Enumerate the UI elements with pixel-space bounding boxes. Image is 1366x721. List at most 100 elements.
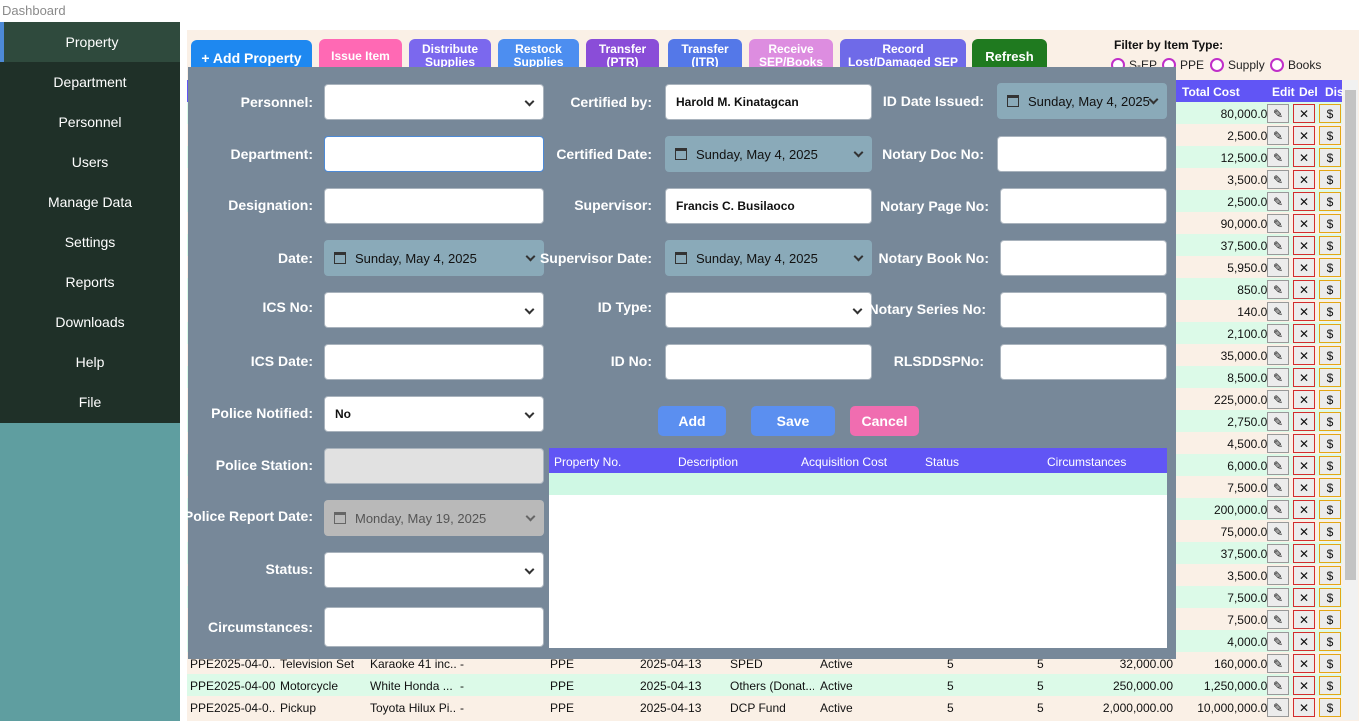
delete-button[interactable]: ✕ <box>1293 346 1315 365</box>
table-row[interactable]: PPE2025-04-00... Motorcycle White Honda ..… <box>187 674 1342 696</box>
delete-button[interactable]: ✕ <box>1293 676 1315 695</box>
delete-button[interactable]: ✕ <box>1293 434 1315 453</box>
table-row[interactable]: 4,500.00 ✎ ✕ $ <box>187 432 1342 454</box>
id-no-field[interactable] <box>665 344 872 380</box>
table-row[interactable]: 7,500.00 ✎ ✕ $ <box>187 608 1342 630</box>
dispose-button[interactable]: $ <box>1319 148 1341 167</box>
scrollbar-thumb[interactable] <box>1345 90 1356 580</box>
delete-button[interactable]: ✕ <box>1293 302 1315 321</box>
dispose-button[interactable]: $ <box>1319 192 1341 211</box>
edit-button[interactable]: ✎ <box>1267 236 1289 255</box>
delete-button[interactable]: ✕ <box>1293 368 1315 387</box>
table-row[interactable]: 5,950.00 ✎ ✕ $ <box>187 256 1342 278</box>
delete-button[interactable]: ✕ <box>1293 192 1315 211</box>
personnel-select[interactable] <box>324 84 544 120</box>
police-notified-select[interactable]: No <box>324 396 544 432</box>
delete-button[interactable]: ✕ <box>1293 500 1315 519</box>
notary-page-no-field[interactable] <box>1000 188 1167 224</box>
delete-button[interactable]: ✕ <box>1293 280 1315 299</box>
edit-button[interactable]: ✎ <box>1267 390 1289 409</box>
dispose-button[interactable]: $ <box>1319 170 1341 189</box>
dispose-button[interactable]: $ <box>1319 258 1341 277</box>
edit-button[interactable]: ✎ <box>1267 170 1289 189</box>
edit-button[interactable]: ✎ <box>1267 522 1289 541</box>
id-date-issued-picker[interactable]: Sunday, May 4, 2025 <box>997 83 1167 119</box>
dispose-button[interactable]: $ <box>1319 522 1341 541</box>
id-type-select[interactable] <box>665 292 872 328</box>
table-row[interactable]: PPE2025-04-0... Pickup Toyota Hilux Pi... -… <box>187 696 1342 718</box>
table-row[interactable]: 225,000.00 ✎ ✕ $ <box>187 388 1342 410</box>
dispose-button[interactable]: $ <box>1319 478 1341 497</box>
ics-no-select[interactable] <box>324 292 544 328</box>
delete-button[interactable]: ✕ <box>1293 104 1315 123</box>
dispose-button[interactable]: $ <box>1319 588 1341 607</box>
delete-button[interactable]: ✕ <box>1293 236 1315 255</box>
filter-option-supply[interactable]: Supply <box>1210 58 1265 72</box>
table-row[interactable]: 75,000.00 ✎ ✕ $ <box>187 520 1342 542</box>
circumstances-field[interactable] <box>324 607 544 647</box>
supervisor-date-picker[interactable]: Sunday, May 4, 2025 <box>665 240 872 276</box>
dispose-button[interactable]: $ <box>1319 368 1341 387</box>
edit-button[interactable]: ✎ <box>1267 500 1289 519</box>
edit-button[interactable]: ✎ <box>1267 148 1289 167</box>
edit-button[interactable]: ✎ <box>1267 104 1289 123</box>
ics-date-field[interactable] <box>324 344 544 380</box>
delete-button[interactable]: ✕ <box>1293 566 1315 585</box>
dispose-button[interactable]: $ <box>1319 280 1341 299</box>
dispose-button[interactable]: $ <box>1319 302 1341 321</box>
cancel-button[interactable]: Cancel <box>850 406 919 436</box>
edit-button[interactable]: ✎ <box>1267 214 1289 233</box>
sidebar-item-file[interactable]: File <box>78 394 102 410</box>
dispose-button[interactable]: $ <box>1319 500 1341 519</box>
supervisor-field[interactable]: Francis C. Busilaoco <box>665 188 872 224</box>
delete-button[interactable]: ✕ <box>1293 148 1315 167</box>
notary-series-no-field[interactable] <box>1000 292 1167 328</box>
table-row[interactable]: 90,000.00 ✎ ✕ $ <box>187 212 1342 234</box>
edit-button[interactable]: ✎ <box>1267 478 1289 497</box>
edit-button[interactable]: ✎ <box>1267 588 1289 607</box>
table-row[interactable]: 3,500.00 ✎ ✕ $ <box>187 168 1342 190</box>
dispose-button[interactable]: $ <box>1319 698 1341 717</box>
table-row[interactable]: 7,500.00 ✎ ✕ $ <box>187 476 1342 498</box>
edit-button[interactable]: ✎ <box>1267 302 1289 321</box>
save-button[interactable]: Save <box>751 406 835 436</box>
dispose-button[interactable]: $ <box>1319 654 1341 673</box>
edit-button[interactable]: ✎ <box>1267 434 1289 453</box>
delete-button[interactable]: ✕ <box>1293 456 1315 475</box>
table-row[interactable]: PPE2025-04-0... Television Set Karaoke 41 … <box>187 652 1342 674</box>
sidebar-item-property[interactable]: Property <box>0 22 180 62</box>
dispose-button[interactable]: $ <box>1319 566 1341 585</box>
edit-button[interactable]: ✎ <box>1267 610 1289 629</box>
delete-button[interactable]: ✕ <box>1293 214 1315 233</box>
delete-button[interactable]: ✕ <box>1293 258 1315 277</box>
dispose-button[interactable]: $ <box>1319 544 1341 563</box>
table-row[interactable]: 2,500.00 ✎ ✕ $ <box>187 124 1342 146</box>
edit-button[interactable]: ✎ <box>1267 412 1289 431</box>
status-select[interactable] <box>324 552 544 588</box>
delete-button[interactable]: ✕ <box>1293 610 1315 629</box>
dispose-button[interactable]: $ <box>1319 434 1341 453</box>
add-button[interactable]: Add <box>658 406 726 436</box>
dispose-button[interactable]: $ <box>1319 324 1341 343</box>
rlsddsp-no-field[interactable] <box>1000 344 1167 380</box>
delete-button[interactable]: ✕ <box>1293 170 1315 189</box>
sidebar-item-downloads[interactable]: Downloads <box>55 314 125 330</box>
table-row[interactable]: 35,000.00 ✎ ✕ $ <box>187 344 1342 366</box>
table-scrollbar[interactable] <box>1343 80 1358 720</box>
delete-button[interactable]: ✕ <box>1293 654 1315 673</box>
grid-new-row[interactable] <box>549 473 1167 495</box>
edit-button[interactable]: ✎ <box>1267 126 1289 145</box>
notary-book-no-field[interactable] <box>1000 240 1167 276</box>
edit-button[interactable]: ✎ <box>1267 632 1289 651</box>
delete-button[interactable]: ✕ <box>1293 632 1315 651</box>
dispose-button[interactable]: $ <box>1319 104 1341 123</box>
edit-button[interactable]: ✎ <box>1267 192 1289 211</box>
edit-button[interactable]: ✎ <box>1267 346 1289 365</box>
dispose-button[interactable]: $ <box>1319 412 1341 431</box>
sidebar-item-manage-data[interactable]: Manage Data <box>47 194 133 210</box>
delete-button[interactable]: ✕ <box>1293 126 1315 145</box>
delete-button[interactable]: ✕ <box>1293 324 1315 343</box>
delete-button[interactable]: ✕ <box>1293 698 1315 717</box>
edit-button[interactable]: ✎ <box>1267 456 1289 475</box>
delete-button[interactable]: ✕ <box>1293 412 1315 431</box>
